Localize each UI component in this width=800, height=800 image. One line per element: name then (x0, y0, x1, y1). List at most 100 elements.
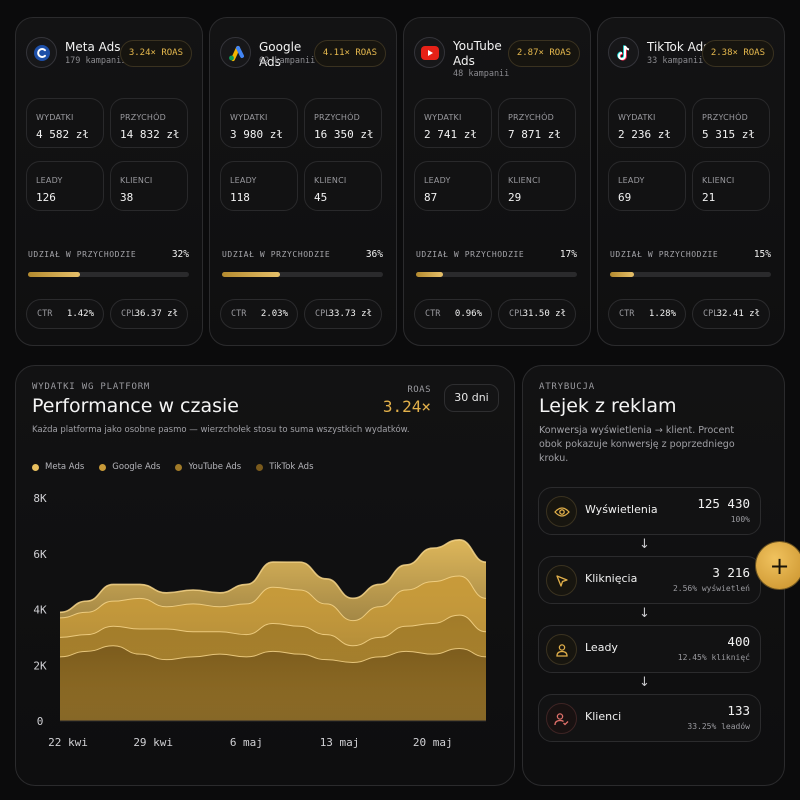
metric-value: 69 (618, 191, 632, 204)
legend-item-meta[interactable]: Meta Ads (32, 462, 84, 472)
roas-badge: 3.24× ROAS (119, 40, 192, 67)
metric-value: 5 315 zł (702, 128, 755, 141)
share-progress-bar (28, 272, 189, 277)
metric-value: 14 832 zł (120, 128, 180, 141)
legend-dot (256, 463, 264, 471)
add-button[interactable]: + (756, 542, 800, 589)
pill-value: 31.50 zł (522, 309, 566, 319)
metric-revenue: PRZYCHÓD 7 871 zł (498, 98, 576, 148)
pill-label: CPL (509, 309, 525, 319)
pill-value: 2.03% (260, 309, 288, 319)
platform-name: Google Ads (259, 40, 302, 69)
metric-value: 3 980 zł (230, 128, 283, 141)
step-name: Klienci (585, 710, 622, 723)
pill-value: 36.37 zł (134, 309, 178, 319)
metric-label: KLIENCI (702, 176, 735, 185)
share-percent: 32% (171, 249, 189, 260)
pill-label: CTR (231, 309, 247, 319)
metric-spend: WYDATKI 2 236 zł (608, 98, 686, 148)
metric-leads: LEADY 69 (608, 161, 686, 211)
metric-spend: WYDATKI 4 582 zł (26, 98, 104, 148)
share-label: UDZIAŁ W PRZYCHODZIE (222, 250, 331, 259)
metric-leads: LEADY 87 (414, 161, 492, 211)
roas-value: 3.24× (382, 397, 431, 416)
step-value: 133 (727, 703, 750, 718)
metric-revenue: PRZYCHÓD 16 350 zł (304, 98, 382, 148)
platform-name: TikTok Ads (647, 40, 710, 54)
platform-card-meta[interactable]: Meta Ads 179 kampanii 3.24× ROAS WYDATKI… (15, 17, 203, 346)
roas-badge: 2.38× ROAS (701, 40, 774, 67)
pill-value: 1.28% (648, 309, 676, 319)
metric-value: 38 (120, 191, 134, 204)
funnel-step-leads[interactable]: Leady 400 12.45% kliknięć (538, 625, 761, 673)
funnel-title: Lejek z reklam (539, 395, 677, 417)
step-name: Wyświetlenia (585, 503, 658, 516)
funnel-description: Konwersja wyświetlenia → klient. Procent… (539, 425, 735, 464)
metric-label: LEADY (424, 176, 451, 185)
metric-label: LEADY (230, 176, 257, 185)
share-label: UDZIAŁ W PRZYCHODZIE (610, 250, 719, 259)
platform-card-google[interactable]: Google Ads 62 kampanii 4.11× ROAS WYDATK… (209, 17, 397, 346)
share-percent: 17% (559, 249, 577, 260)
share-label: UDZIAŁ W PRZYCHODZIE (28, 250, 137, 259)
x-tick-label: 22 kwi (48, 736, 88, 749)
legend-dot (175, 463, 183, 471)
cpl-pill: CPL 32.41 zł (692, 299, 770, 329)
pill-value: 32.41 zł (716, 309, 760, 319)
share-progress-fill (416, 272, 444, 277)
pill-label: CTR (425, 309, 441, 319)
y-tick-label: 8K (33, 492, 47, 505)
platform-card-tiktok[interactable]: TikTok Ads 33 kampanii 2.38× ROAS WYDATK… (597, 17, 785, 346)
metric-label: LEADY (618, 176, 645, 185)
platform-card-youtube[interactable]: YouTube Ads 48 kampanii 2.87× ROAS WYDAT… (403, 17, 591, 346)
meta-icon (26, 37, 57, 68)
step-conversion: 2.56% wyświetleń (672, 584, 750, 593)
pill-label: CTR (37, 309, 53, 319)
ctr-pill: CTR 1.42% (26, 299, 104, 329)
funnel-step-clients[interactable]: Klienci 133 33.25% leadów (538, 694, 761, 742)
campaign-count: 48 kampanii (453, 69, 510, 79)
cpl-pill: CPL 31.50 zł (498, 299, 576, 329)
funnel-step-impressions[interactable]: Wyświetlenia 125 430 100% (538, 487, 761, 535)
share-progress-bar (610, 272, 771, 277)
metric-label: KLIENCI (120, 176, 153, 185)
y-tick-label: 4K (33, 604, 47, 617)
pill-label: CPL (121, 309, 137, 319)
campaign-count: 33 kampanii (647, 56, 704, 66)
cpl-pill: CPL 36.37 zł (110, 299, 188, 329)
cpl-pill: CPL 33.73 zł (304, 299, 382, 329)
metric-value: 29 (508, 191, 522, 204)
legend-item-youtube[interactable]: YouTube Ads (175, 462, 241, 472)
series-area-tiktok-ads[interactable] (60, 645, 486, 721)
legend-item-tiktok[interactable]: TikTok Ads (256, 462, 314, 472)
platform-name: YouTube Ads (453, 39, 502, 68)
stacked-area-chart: 0 2K 4K 6K 8K 22 kwi 29 kwi 6 maj 13 maj 20 maj (33, 492, 487, 749)
metric-label: PRZYCHÓD (120, 113, 166, 122)
roas-badge: 4.11× ROAS (313, 40, 386, 67)
legend-label: TikTok Ads (269, 462, 314, 472)
metric-value: 2 236 zł (618, 128, 671, 141)
tiktok-icon (608, 37, 639, 68)
legend-item-google[interactable]: Google Ads (99, 462, 160, 472)
pill-label: CPL (703, 309, 719, 319)
pill-label: CPL (315, 309, 331, 319)
step-value: 3 216 (712, 565, 750, 580)
cursor-icon (546, 565, 577, 596)
metric-label: WYDATKI (618, 113, 656, 122)
pill-value: 33.73 zł (328, 309, 372, 319)
metric-label: KLIENCI (508, 176, 541, 185)
metric-label: PRZYCHÓD (702, 113, 748, 122)
funnel-step-clicks[interactable]: Kliknięcia 3 216 2.56% wyświetleń (538, 556, 761, 604)
platform-cards: Meta Ads 179 kampanii 3.24× ROAS WYDATKI… (15, 17, 785, 346)
y-tick-label: 0 (37, 715, 44, 728)
campaign-count: 179 kampanii (65, 56, 127, 66)
date-range-button[interactable]: 30 dni (444, 384, 499, 412)
legend-label: Google Ads (112, 462, 161, 472)
performance-panel: WYDATKI WG PLATFORM Performance w czasie… (15, 365, 515, 786)
performance-eyebrow: WYDATKI WG PLATFORM (32, 382, 151, 392)
metric-label: WYDATKI (230, 113, 268, 122)
share-progress-fill (28, 272, 80, 277)
share-progress-fill (222, 272, 280, 277)
youtube-icon (414, 37, 445, 68)
pill-value: 1.42% (66, 309, 94, 319)
